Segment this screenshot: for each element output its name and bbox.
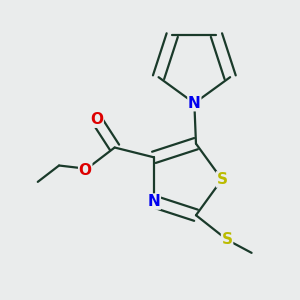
Text: S: S	[217, 172, 227, 187]
Text: O: O	[79, 163, 92, 178]
Text: S: S	[222, 232, 232, 247]
Text: N: N	[188, 96, 201, 111]
Text: O: O	[90, 112, 103, 127]
Text: N: N	[148, 194, 160, 209]
